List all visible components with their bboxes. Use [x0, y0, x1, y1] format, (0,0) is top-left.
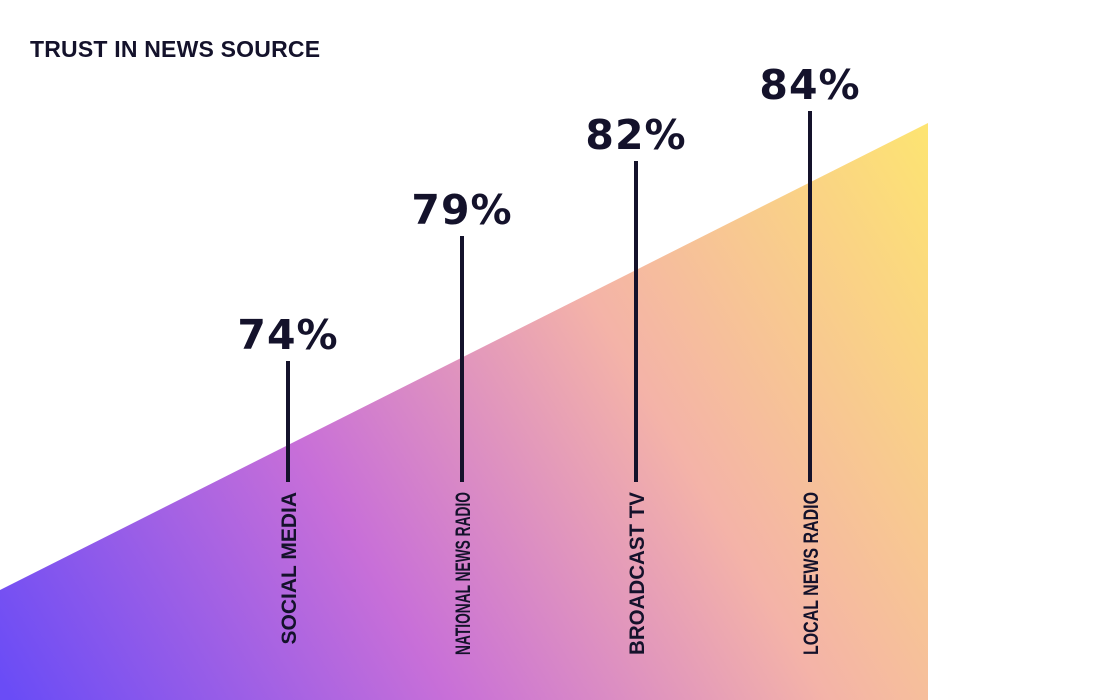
chart-title: TRUST IN NEWS SOURCE: [30, 36, 321, 62]
value-label-0: 74%: [237, 311, 338, 359]
category-label-3: LOCAL NEWS RADIO: [800, 492, 823, 655]
value-label-3: 84%: [759, 61, 860, 109]
category-label-2: BROADCAST TV: [626, 492, 649, 655]
category-label-1: NATIONAL NEWS RADIO: [452, 492, 475, 655]
value-label-1: 79%: [411, 186, 512, 234]
value-label-2: 82%: [585, 111, 686, 159]
category-label-0: SOCIAL MEDIA: [278, 492, 301, 644]
